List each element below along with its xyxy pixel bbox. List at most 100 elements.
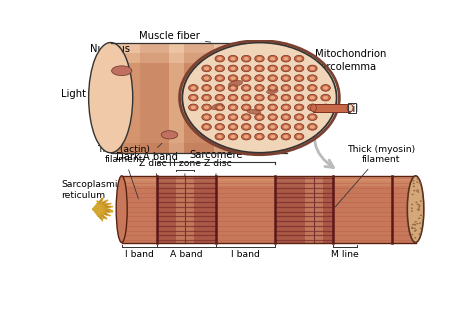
Ellipse shape: [241, 133, 251, 140]
Text: M line: M line: [331, 250, 359, 259]
Ellipse shape: [268, 94, 277, 101]
Ellipse shape: [297, 115, 301, 119]
Ellipse shape: [202, 124, 211, 130]
Ellipse shape: [255, 133, 264, 140]
Ellipse shape: [297, 125, 301, 129]
Ellipse shape: [189, 85, 198, 91]
Ellipse shape: [215, 124, 225, 130]
Ellipse shape: [268, 124, 277, 130]
Ellipse shape: [241, 75, 251, 82]
Text: I band: I band: [125, 250, 154, 259]
Ellipse shape: [283, 135, 289, 139]
Ellipse shape: [241, 65, 251, 72]
Ellipse shape: [241, 85, 251, 91]
Ellipse shape: [204, 86, 209, 90]
Ellipse shape: [281, 75, 291, 82]
Ellipse shape: [268, 55, 277, 62]
FancyBboxPatch shape: [274, 176, 333, 242]
Ellipse shape: [419, 227, 422, 229]
Ellipse shape: [418, 217, 420, 219]
Ellipse shape: [281, 104, 291, 111]
Ellipse shape: [418, 205, 420, 207]
Ellipse shape: [323, 106, 328, 109]
Ellipse shape: [266, 89, 278, 94]
Ellipse shape: [419, 222, 421, 224]
Ellipse shape: [204, 76, 209, 80]
Ellipse shape: [215, 104, 225, 111]
Ellipse shape: [308, 124, 317, 130]
Ellipse shape: [294, 85, 304, 91]
Ellipse shape: [202, 65, 211, 72]
Ellipse shape: [257, 67, 262, 70]
Ellipse shape: [411, 227, 413, 229]
Ellipse shape: [294, 133, 304, 140]
FancyBboxPatch shape: [110, 43, 287, 53]
Ellipse shape: [419, 200, 422, 202]
Text: Nucleus: Nucleus: [91, 44, 130, 69]
Ellipse shape: [297, 67, 301, 70]
Ellipse shape: [244, 106, 249, 109]
FancyBboxPatch shape: [110, 43, 287, 63]
Ellipse shape: [415, 201, 418, 203]
Ellipse shape: [270, 125, 275, 129]
Text: A band: A band: [170, 250, 203, 259]
Ellipse shape: [230, 57, 236, 61]
Ellipse shape: [321, 104, 330, 111]
Ellipse shape: [413, 185, 415, 187]
Ellipse shape: [411, 226, 413, 228]
Ellipse shape: [411, 207, 413, 209]
Ellipse shape: [244, 135, 249, 139]
Text: Thin (actin)
filament: Thin (actin) filament: [97, 145, 150, 199]
Ellipse shape: [416, 223, 419, 224]
Ellipse shape: [230, 115, 236, 119]
Ellipse shape: [230, 96, 236, 100]
Ellipse shape: [268, 75, 277, 82]
Ellipse shape: [244, 115, 249, 119]
Ellipse shape: [308, 75, 317, 82]
Ellipse shape: [418, 209, 420, 211]
Ellipse shape: [268, 114, 277, 121]
Ellipse shape: [294, 94, 304, 101]
Ellipse shape: [310, 115, 315, 119]
Ellipse shape: [204, 67, 209, 70]
Ellipse shape: [228, 124, 238, 130]
Ellipse shape: [270, 57, 275, 61]
Ellipse shape: [308, 85, 317, 91]
FancyBboxPatch shape: [176, 176, 194, 242]
Ellipse shape: [323, 86, 328, 90]
Ellipse shape: [215, 85, 225, 91]
Ellipse shape: [217, 125, 222, 129]
Text: Sarcolemma: Sarcolemma: [283, 62, 377, 72]
Ellipse shape: [230, 106, 236, 109]
Ellipse shape: [412, 224, 414, 225]
Ellipse shape: [281, 94, 291, 101]
Text: Z disc: Z disc: [204, 159, 231, 176]
Ellipse shape: [202, 104, 211, 111]
Ellipse shape: [268, 104, 277, 111]
Ellipse shape: [294, 104, 304, 111]
Ellipse shape: [228, 94, 238, 101]
Ellipse shape: [417, 209, 419, 210]
Text: Z disc: Z disc: [139, 159, 167, 176]
Ellipse shape: [413, 228, 416, 229]
Ellipse shape: [416, 190, 418, 192]
Text: Light I band: Light I band: [61, 89, 120, 99]
FancyBboxPatch shape: [122, 176, 416, 186]
Ellipse shape: [111, 66, 132, 76]
Ellipse shape: [257, 86, 262, 90]
Ellipse shape: [241, 114, 251, 121]
Ellipse shape: [308, 94, 317, 101]
Ellipse shape: [202, 75, 211, 82]
Ellipse shape: [230, 86, 236, 90]
Ellipse shape: [411, 194, 414, 195]
Ellipse shape: [281, 85, 291, 91]
Ellipse shape: [418, 204, 420, 206]
Ellipse shape: [411, 204, 413, 205]
Ellipse shape: [294, 55, 304, 62]
Ellipse shape: [347, 104, 353, 112]
Ellipse shape: [297, 106, 301, 109]
Ellipse shape: [270, 115, 275, 119]
Ellipse shape: [244, 96, 249, 100]
Ellipse shape: [217, 86, 222, 90]
Ellipse shape: [308, 104, 317, 111]
